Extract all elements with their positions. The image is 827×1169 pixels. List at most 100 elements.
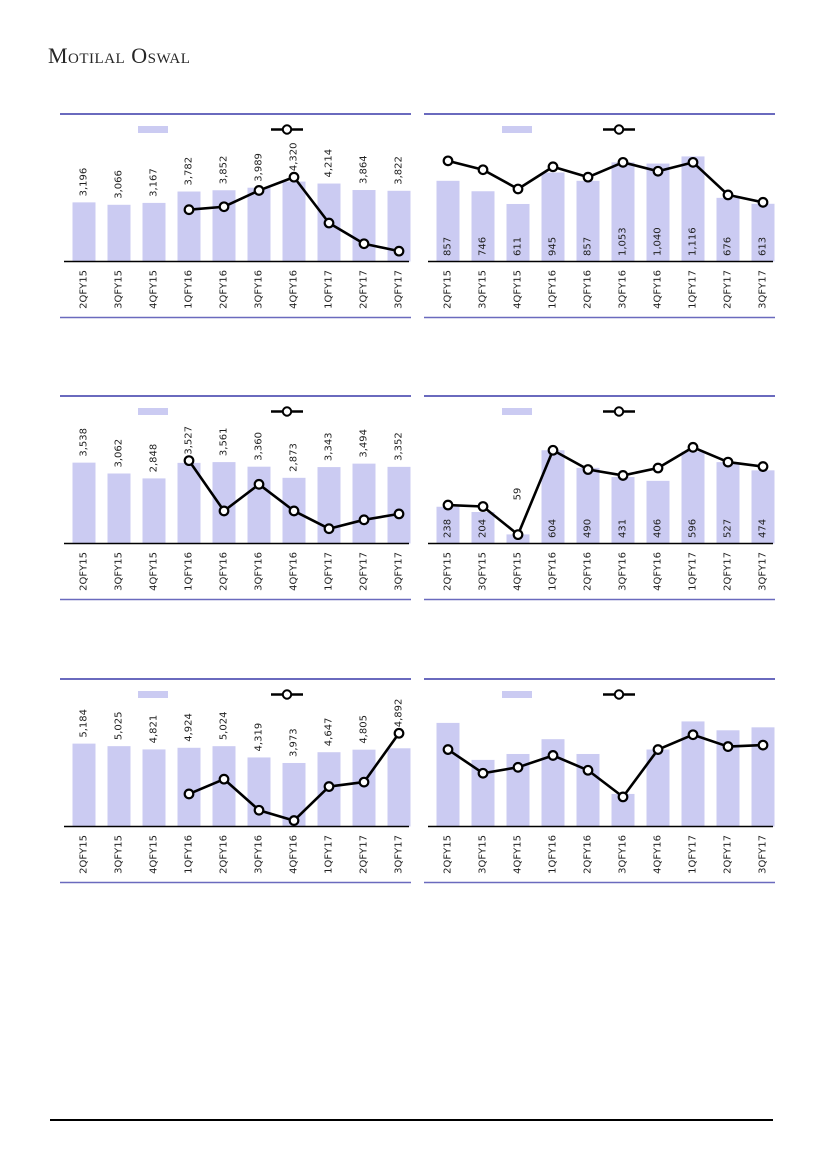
legend-bar-swatch: [502, 126, 532, 133]
bar-value-label: 238: [443, 519, 454, 538]
line-marker: [722, 456, 734, 468]
bar-1QFY17: [681, 451, 705, 544]
x-axis-label: 1QFY17: [688, 552, 699, 591]
bar-1QFY16: [177, 462, 201, 544]
bar-value-label: 4,924: [184, 713, 195, 742]
bar-value-label: 3,864: [359, 155, 370, 184]
line-marker: [183, 788, 195, 800]
x-axis-label: 3QFY16: [254, 552, 265, 591]
line-marker: [253, 804, 265, 816]
x-axis-label: 3QFY17: [394, 835, 405, 874]
bar-value-label: 3,343: [324, 432, 335, 461]
x-axis-label: 1QFY16: [184, 270, 195, 309]
bar-2QFY17: [352, 190, 376, 262]
bar-value-label: 1,053: [618, 227, 629, 256]
bar-3QFY17: [751, 470, 775, 544]
bar-value-label: 527: [723, 519, 734, 538]
bar-value-label: 431: [618, 519, 629, 538]
x-axis-label: 3QFY15: [114, 835, 125, 874]
bar-2QFY16: [212, 746, 236, 827]
bar-value-label: 490: [583, 519, 594, 538]
line-marker: [582, 764, 594, 776]
line-marker: [288, 815, 300, 826]
bar-4QFY16: [646, 480, 670, 544]
x-axis-label: 2QFY16: [583, 270, 594, 309]
bar-3QFY16: [247, 466, 271, 544]
bar-value-label: 2,848: [149, 444, 160, 473]
bar-value-label: 3,852: [219, 156, 230, 185]
bar-1QFY16: [177, 191, 201, 262]
bar-value-label: 746: [478, 237, 489, 256]
bar-4QFY16: [646, 749, 670, 827]
bar-2QFY15: [72, 462, 96, 544]
bar-4QFY15: [142, 202, 166, 262]
x-axis-label: 2QFY15: [443, 552, 454, 591]
x-axis-label: 1QFY17: [324, 835, 335, 874]
x-axis-label: 1QFY17: [324, 552, 335, 591]
line-marker: [687, 441, 699, 453]
x-axis-label: 3QFY16: [618, 270, 629, 309]
x-axis-label: 2QFY16: [583, 835, 594, 874]
bar-2QFY15: [72, 202, 96, 262]
x-axis-label: 3QFY15: [114, 552, 125, 591]
bar-value-label: 3,973: [289, 728, 300, 757]
line-marker: [652, 462, 664, 474]
x-axis-label: 3QFY15: [478, 835, 489, 874]
line-marker: [218, 505, 230, 517]
x-axis-label: 4QFY16: [289, 270, 300, 309]
line-marker: [617, 470, 629, 481]
x-axis-label: 2QFY15: [79, 270, 90, 309]
line-marker: [218, 201, 230, 213]
x-axis-label: 2QFY15: [443, 835, 454, 874]
x-axis-label: 3QFY17: [758, 552, 769, 591]
bar-4QFY16: [282, 181, 306, 262]
bar-value-label: 613: [758, 237, 769, 256]
x-axis-label: 1QFY17: [688, 270, 699, 309]
bar-3QFY16: [611, 793, 635, 827]
line-marker: [477, 767, 489, 779]
line-marker: [442, 155, 454, 167]
bar-value-label: 3,494: [359, 429, 370, 458]
bar-2QFY15: [436, 722, 460, 827]
x-axis-label: 2QFY15: [79, 552, 90, 591]
bar-2QFY17: [716, 730, 740, 827]
line-marker: [183, 455, 195, 467]
x-axis-label: 1QFY16: [184, 552, 195, 591]
bar-value-label: 3,527: [184, 426, 195, 455]
x-axis-label: 4QFY16: [289, 835, 300, 874]
line-marker: [512, 529, 524, 541]
bar-2QFY17: [716, 462, 740, 544]
bar-value-label: 5,025: [114, 712, 125, 741]
x-axis-label: 4QFY15: [149, 835, 160, 874]
x-axis-label: 4QFY15: [513, 270, 524, 309]
line-marker: [652, 165, 664, 177]
x-axis-label: 4QFY15: [149, 270, 160, 309]
bar-value-label: 3,538: [79, 428, 90, 457]
x-axis-label: 3QFY15: [478, 552, 489, 591]
x-axis-label: 2QFY17: [723, 552, 734, 591]
x-axis-label: 3QFY15: [114, 270, 125, 309]
bar-2QFY17: [352, 749, 376, 827]
bar-2QFY16: [576, 467, 600, 544]
bar-3QFY16: [247, 187, 271, 262]
bar-value-label: 4,821: [149, 715, 160, 744]
line-marker: [547, 444, 559, 456]
x-axis-label: 3QFY16: [618, 552, 629, 591]
chart-panel-middle-left: 3,538 3,062 2,848 3,527 3,561 3,360 2,873 3,343…: [60, 395, 411, 601]
bar-3QFY17: [387, 190, 411, 262]
x-axis-label: 4QFY16: [653, 552, 664, 591]
bar-value-label: 204: [478, 519, 489, 538]
bar-value-label: 406: [653, 519, 664, 538]
line-marker: [323, 523, 335, 535]
bar-value-label: 676: [723, 237, 734, 256]
x-axis-label: 1QFY17: [324, 270, 335, 309]
line-marker: [393, 245, 405, 257]
bar-3QFY15: [471, 512, 495, 544]
line-marker: [617, 156, 629, 168]
line-marker: [547, 750, 559, 761]
x-axis-label: 4QFY15: [513, 552, 524, 591]
bar-value-label: 604: [548, 519, 559, 538]
line-marker: [288, 171, 300, 183]
footer-rule: [50, 1119, 773, 1121]
x-axis-label: 2QFY16: [583, 552, 594, 591]
